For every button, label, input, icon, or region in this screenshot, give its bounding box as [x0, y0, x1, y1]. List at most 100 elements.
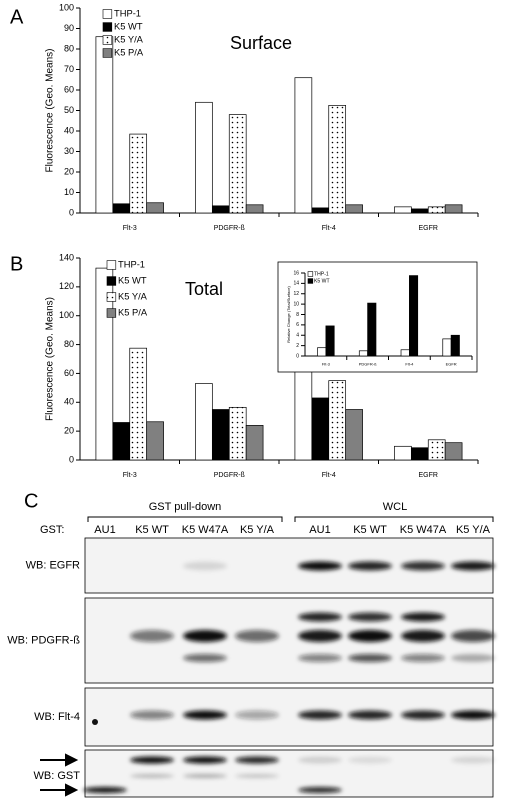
lane-label: AU1	[309, 524, 330, 536]
band	[130, 630, 174, 642]
legend-label: THP-1	[314, 271, 329, 277]
legend-swatch	[106, 292, 117, 302]
y-tick-label: 10	[293, 301, 299, 307]
band	[348, 612, 392, 622]
legend-label: K5 WT	[118, 275, 147, 285]
bracket	[294, 516, 494, 522]
legend-label: K5 WT	[314, 278, 330, 284]
group-label: GST pull-down	[149, 501, 222, 513]
bar	[195, 101, 213, 214]
panel-label: C	[24, 490, 38, 512]
band	[235, 756, 279, 764]
band	[451, 710, 495, 720]
x-tick-label: Flt-4	[322, 472, 336, 479]
legend-swatch	[102, 35, 113, 45]
bar	[146, 202, 164, 214]
bar	[228, 406, 247, 461]
x-tick-label: Flt-4	[322, 225, 336, 232]
bar	[394, 445, 412, 461]
bar	[195, 383, 213, 461]
bar	[228, 114, 247, 214]
bar	[410, 208, 429, 214]
bar	[294, 77, 313, 214]
legend-label: THP-1	[118, 259, 145, 269]
y-tick-label: 2	[296, 343, 299, 349]
band	[348, 756, 392, 764]
row-label: WB: Flt-4	[34, 711, 80, 723]
y-tick-label: 20	[64, 166, 74, 176]
band	[130, 756, 174, 764]
bar	[95, 36, 114, 214]
bar	[444, 204, 463, 214]
band	[235, 710, 279, 720]
lane-label: K5 Y/A	[240, 524, 275, 536]
band	[298, 654, 342, 662]
band	[451, 630, 495, 642]
y-tick-label: 140	[59, 252, 74, 262]
band	[298, 787, 342, 793]
x-tick-label: EGFR	[419, 472, 438, 479]
legend-swatch	[307, 278, 314, 284]
annotation: Total	[185, 279, 223, 299]
band	[183, 630, 227, 642]
bar	[410, 447, 429, 461]
bar	[427, 206, 446, 214]
y-tick-label: 50	[64, 105, 74, 115]
bar	[317, 347, 327, 357]
lane-label: K5 WT	[135, 524, 169, 536]
y-axis-label: Fluorescence (Geo. Means)	[45, 297, 56, 421]
y-tick-label: 4	[296, 333, 299, 339]
legend-swatch	[106, 308, 117, 318]
y-axis-label: Relative Change (Total/Surface)	[286, 285, 291, 342]
y-tick-label: 40	[64, 125, 74, 135]
band	[401, 612, 445, 622]
legend-swatch	[106, 276, 117, 286]
y-tick-label: 10	[64, 187, 74, 197]
band	[130, 710, 174, 720]
band	[183, 774, 227, 778]
bar	[129, 347, 148, 461]
blot-bands	[183, 561, 495, 571]
lane-header: GST:	[40, 524, 64, 536]
lane-label: K5 W47A	[400, 524, 447, 536]
bar	[311, 397, 330, 461]
band	[183, 756, 227, 764]
bar	[112, 422, 131, 461]
x-tick-label: PDGFR-ß	[359, 362, 377, 367]
x-tick-label: EGFR	[446, 362, 457, 367]
band	[298, 612, 342, 622]
legend-label: K5 WT	[114, 21, 143, 31]
bar	[358, 350, 368, 357]
bar	[211, 409, 230, 461]
band	[348, 710, 392, 720]
band	[451, 561, 495, 571]
band	[298, 710, 342, 720]
x-tick-label: Flt-3	[123, 472, 137, 479]
lane-label: AU1	[94, 524, 115, 536]
legend-label: K5 Y/A	[118, 291, 148, 301]
group-label: WCL	[383, 501, 407, 513]
y-tick-label: 80	[64, 43, 74, 53]
bar	[450, 334, 460, 357]
y-tick-label: 12	[293, 291, 299, 297]
bar	[444, 442, 463, 461]
bar	[146, 421, 164, 461]
y-tick-label: 6	[296, 322, 299, 328]
row-label: WB: PDGFR-ß	[7, 634, 80, 646]
bar	[245, 425, 264, 461]
bar	[427, 439, 446, 461]
annotation: Surface	[230, 33, 292, 53]
band	[451, 756, 495, 764]
row-label: WB: EGFR	[26, 559, 80, 571]
band	[83, 787, 127, 793]
band	[298, 756, 342, 764]
legend-swatch	[106, 260, 117, 270]
legend-swatch	[307, 271, 314, 277]
y-tick-label: 60	[64, 368, 74, 378]
y-tick-label: 70	[64, 64, 74, 74]
y-tick-label: 14	[293, 281, 299, 287]
band	[183, 654, 227, 662]
y-tick-label: 120	[59, 281, 74, 291]
bar	[345, 204, 363, 214]
arrow	[40, 753, 79, 797]
